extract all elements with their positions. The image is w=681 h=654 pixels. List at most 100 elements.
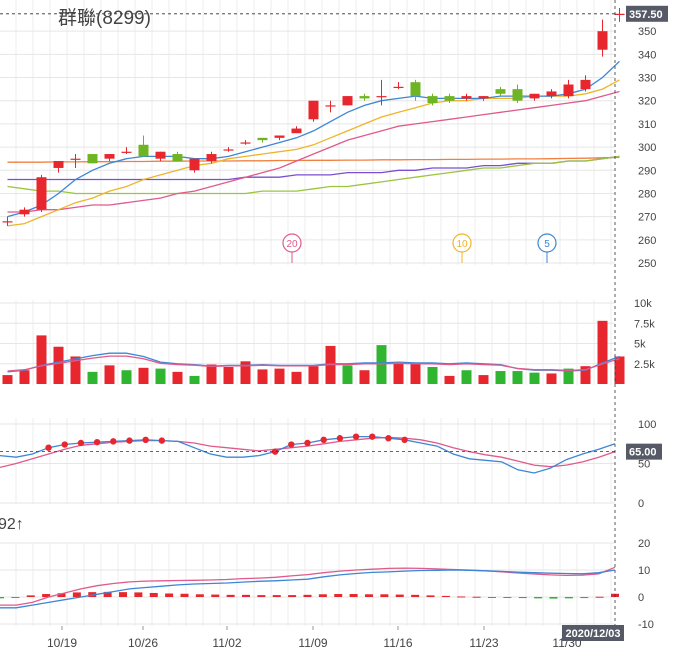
- axes: 250 260 270 280 290 300 310 320 330 340 350 357.50 2…: [0, 0, 668, 650]
- volume-bar: [427, 366, 438, 384]
- candle-body: [512, 89, 523, 101]
- candle-body: [580, 79, 591, 90]
- volume-bar: [614, 356, 625, 384]
- volume-bar: [87, 371, 98, 384]
- candle-body: [308, 100, 319, 120]
- kd-panel: [0, 433, 616, 474]
- macd-histogram-bar: [103, 591, 112, 597]
- candle-body: [444, 96, 455, 101]
- macd-histogram-bar: [549, 597, 558, 599]
- volume-bar: [36, 335, 47, 384]
- price-tick-label: 260: [638, 235, 656, 247]
- macd-histogram-bar: [488, 597, 496, 598]
- volume-bar: [308, 366, 319, 384]
- volume-bar: [342, 365, 353, 384]
- volume-bar: [546, 373, 557, 384]
- macd-histogram-bar: [580, 597, 589, 599]
- candle-body: [529, 93, 540, 99]
- price-tick-label: 250: [638, 258, 656, 270]
- candle-body: [70, 158, 81, 160]
- volume-bar: [563, 368, 574, 384]
- candle-body: [104, 154, 115, 159]
- ma-marker-label: 20: [286, 239, 298, 250]
- candle-body: [274, 135, 285, 138]
- volume-bar: [223, 366, 234, 384]
- candle-body: [291, 128, 302, 134]
- volume-bar: [359, 370, 370, 384]
- volume-bar: [274, 368, 285, 384]
- x-axis-label: 10/19: [47, 636, 77, 650]
- price-tick-label: 350: [638, 26, 656, 38]
- macd-histogram-bar: [595, 596, 604, 598]
- last-price-value: 357.50: [629, 9, 663, 21]
- volume-tick-label: 10k: [634, 298, 652, 310]
- last-price-badge: [626, 5, 668, 22]
- candle-body: [36, 177, 47, 210]
- kd-signal-dot: [93, 438, 101, 446]
- ma-marker-label: 5: [544, 239, 550, 250]
- candle-body: [597, 31, 608, 50]
- volume-bar: [155, 368, 166, 384]
- kd-signal-dot: [110, 438, 117, 445]
- macd-histogram-bar: [457, 596, 466, 598]
- x-axis-label: 11/23: [469, 636, 498, 650]
- candle-body: [410, 82, 421, 97]
- x-axis-label: 10/26: [128, 636, 158, 650]
- ma240-line: [7, 156, 620, 163]
- ma20-line: [7, 90, 620, 213]
- volume-bar: [376, 345, 387, 384]
- macd-histogram-bar: [242, 594, 250, 597]
- macd-histogram-bar: [11, 597, 20, 598]
- volume-bar: [70, 356, 81, 384]
- candle-body: [461, 96, 472, 99]
- macd-histogram-bar: [365, 594, 373, 597]
- volume-bar: [121, 370, 132, 384]
- candle-body: [53, 161, 64, 168]
- candle-body: [376, 96, 387, 98]
- candle-body: [546, 91, 557, 97]
- kd-signal-dot: [77, 439, 85, 447]
- candle-body: [393, 86, 404, 89]
- kd-signal-dot: [45, 444, 52, 451]
- macd-histogram-bar: [42, 594, 51, 597]
- candle-body: [342, 96, 353, 106]
- volume-bar: [104, 365, 115, 384]
- kd-signal-dot: [401, 436, 408, 443]
- volume-bar: [461, 370, 472, 384]
- macd-tick-label: 0: [638, 592, 644, 604]
- macd-histogram-bar: [503, 597, 512, 598]
- macd-histogram-bar: [518, 597, 527, 599]
- x-axis-label: 11/16: [383, 636, 412, 650]
- volume-bar: [240, 361, 251, 384]
- macd-histogram-bar: [72, 592, 81, 597]
- volume-bar: [19, 370, 30, 384]
- volume-bar: [512, 371, 523, 384]
- macd-histogram-bar: [303, 594, 312, 597]
- volume-ma-line-2: [7, 355, 620, 372]
- macd-histogram-bar: [395, 594, 404, 597]
- candle-body: [206, 154, 217, 161]
- volume-bar: [410, 362, 421, 384]
- macd-histogram-bar: [149, 592, 158, 597]
- price-panel: 20 10 5: [2, 8, 625, 263]
- x-axis-label: 11/09: [298, 636, 327, 650]
- volume-tick-label: 7.5k: [634, 318, 655, 330]
- kd-tick-label: 100: [638, 419, 656, 431]
- macd-histogram-bar: [257, 595, 266, 597]
- macd-histogram-bar: [288, 595, 297, 597]
- macd-histogram-bar: [380, 594, 389, 597]
- macd-histogram-bar: [26, 595, 35, 597]
- macd-histogram-bar: [119, 592, 127, 597]
- candle-body: [172, 154, 183, 161]
- macd-histogram-bar: [57, 593, 66, 597]
- volume-bar: [597, 320, 608, 384]
- date-badge: [562, 625, 624, 641]
- kd-signal-dot: [385, 435, 392, 442]
- candle-body: [359, 96, 370, 99]
- macd-histogram-bar: [564, 597, 573, 599]
- volume-bar: [138, 367, 149, 384]
- x-axis-label: 11/02: [212, 636, 241, 650]
- kd-signal-dot: [369, 433, 376, 440]
- candle-body: [223, 149, 234, 151]
- candle-body: [427, 96, 438, 104]
